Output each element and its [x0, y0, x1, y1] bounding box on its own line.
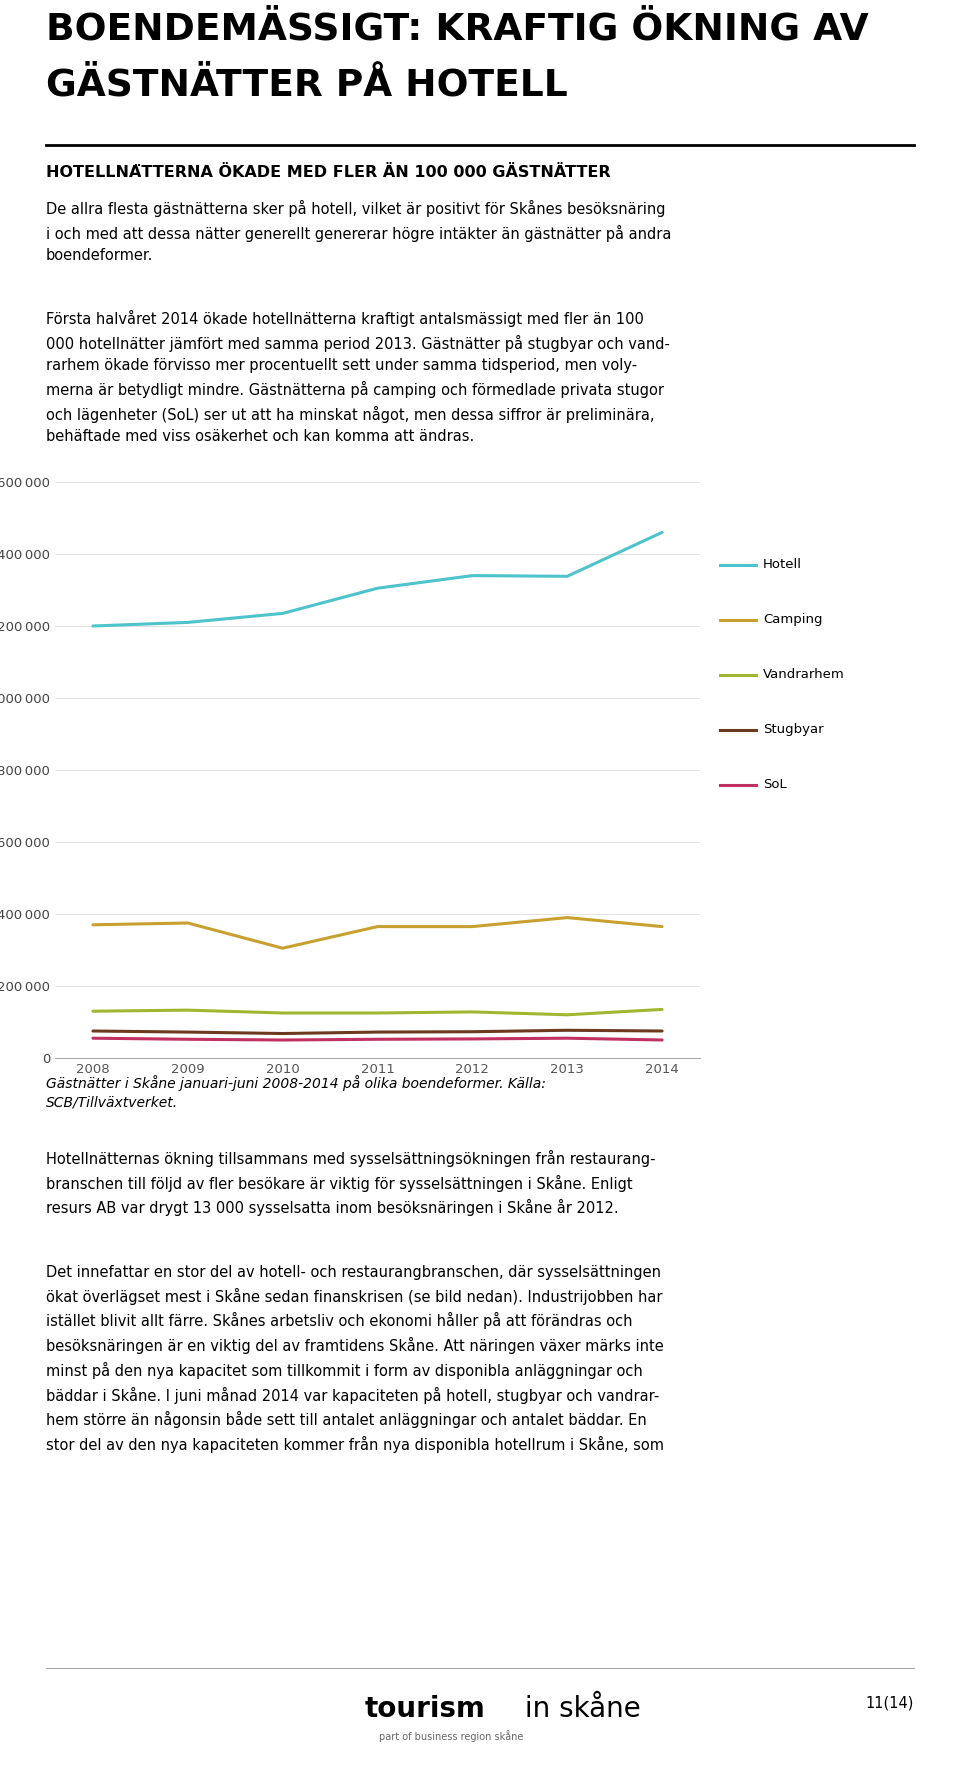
Text: Hotellnätternas ökning tillsammans med sysselsättningsökningen från restaurang-: Hotellnätternas ökning tillsammans med … [46, 1151, 656, 1216]
Text: Camping: Camping [763, 613, 823, 626]
Text: part of business region skåne: part of business region skåne [379, 1730, 523, 1741]
Text: Vandrarhem: Vandrarhem [763, 668, 845, 681]
Text: 11(14): 11(14) [866, 1695, 914, 1709]
Text: HOTELLNÄTTERNA ÖKADE MED FLER ÄN 100 000 GÄSTNÄTTER: HOTELLNÄTTERNA ÖKADE MED FLER ÄN 100 00… [46, 165, 611, 181]
Text: BOENDEMÄSSIGT: KRAFTIG ÖKNING AV: BOENDEMÄSSIGT: KRAFTIG ÖKNING AV [46, 12, 869, 48]
Text: De allra flesta gästnätterna sker på hotell, vilket är positivt för Skånes besök: De allra flesta gästnätterna sker på hot… [46, 200, 671, 264]
Text: Hotell: Hotell [763, 558, 803, 571]
Text: SoL: SoL [763, 778, 787, 791]
Text: GÄSTNÄTTER PÅ HOTELL: GÄSTNÄTTER PÅ HOTELL [46, 67, 567, 105]
Text: in skåne: in skåne [516, 1695, 641, 1723]
Text: Det innefattar en stor del av hotell- och restaurangbranschen, där sysselsättnin: Det innefattar en stor del av hotell- oc… [46, 1264, 664, 1454]
Text: Stugbyar: Stugbyar [763, 723, 824, 736]
Text: Gästnätter i Skåne januari-juni 2008-2014 på olika boendeformer. Källa:
SCB/Till: Gästnätter i Skåne januari-juni 2008-201… [46, 1074, 546, 1110]
Text: Första halvåret 2014 ökade hotellnätterna kraftigt antalsmässigt med fler än 10: Första halvåret 2014 ökade hotellnätter… [46, 310, 670, 445]
Text: tourism: tourism [365, 1695, 486, 1723]
